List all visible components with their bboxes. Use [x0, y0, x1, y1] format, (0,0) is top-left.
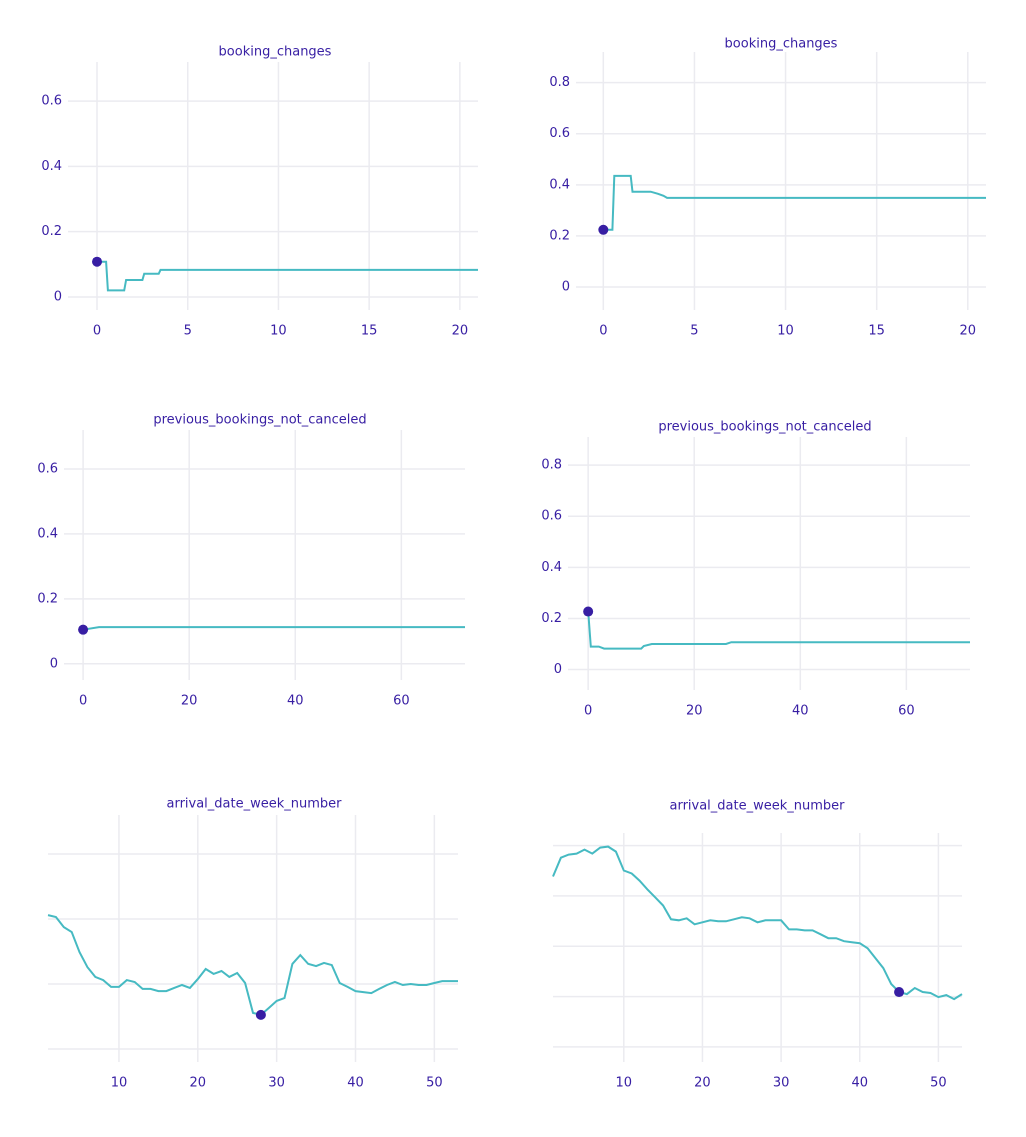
x-tick-label: 0 [93, 324, 101, 339]
x-tick-label: 10 [777, 324, 794, 339]
x-tick-label: 10 [270, 324, 287, 339]
x-tick-label: 20 [190, 1076, 207, 1091]
observation-point [583, 606, 594, 617]
x-tick-label: 40 [792, 704, 809, 719]
x-tick-label: 15 [361, 324, 378, 339]
panel-title: arrival_date_week_number [669, 799, 845, 814]
y-tick-label: 0.4 [549, 177, 570, 192]
y-tick-label: 0.6 [549, 126, 570, 141]
y-tick-label: 0.4 [41, 159, 62, 174]
panel: booking_changes 0 5 10 15 20 0 0.2 0.4 0.6 0.8 [549, 37, 986, 339]
x-tick-label: 5 [184, 324, 192, 339]
x-tick-label: 10 [111, 1076, 128, 1091]
x-tick-label: 20 [694, 1076, 711, 1091]
x-tick-label: 20 [960, 324, 977, 339]
observation-point [255, 1009, 266, 1020]
y-tick-label: 0 [54, 289, 62, 304]
x-tick-label: 60 [393, 694, 410, 709]
x-tick-label: 60 [898, 704, 915, 719]
y-tick-label: 0.2 [541, 611, 562, 626]
y-tick-label: 0.4 [541, 560, 562, 575]
panel: arrival_date_week_number 10 20 30 40 50 [47, 797, 458, 1091]
x-tick-label: 0 [599, 324, 607, 339]
y-tick-label: 0 [562, 280, 570, 295]
x-tick-label: 40 [347, 1076, 364, 1091]
panel-title: arrival_date_week_number [166, 797, 342, 812]
profile-line [603, 174, 986, 231]
observation-point [78, 624, 89, 635]
y-tick-label: 0.6 [541, 509, 562, 524]
x-tick-label: 0 [79, 694, 87, 709]
profile-line [587, 611, 970, 650]
x-tick-label: 0 [584, 704, 592, 719]
x-tick-label: 10 [616, 1076, 633, 1091]
x-tick-label: 40 [287, 694, 304, 709]
panel-title: previous_bookings_not_canceled [658, 420, 871, 435]
panel-title: booking_changes [219, 45, 332, 60]
observation-point [92, 256, 103, 267]
x-tick-label: 30 [268, 1076, 285, 1091]
y-tick-label: 0 [554, 662, 562, 677]
y-tick-label: 0.8 [541, 458, 562, 473]
y-tick-label: 0.6 [41, 94, 62, 109]
x-tick-label: 20 [686, 704, 703, 719]
y-tick-label: 0.4 [37, 526, 58, 541]
x-tick-label: 5 [690, 324, 698, 339]
x-tick-label: 50 [426, 1076, 443, 1091]
y-tick-label: 0 [50, 656, 58, 671]
y-tick-label: 0.2 [41, 224, 62, 239]
panel: previous_bookings_not_canceled 0 20 40 60 0 0.… [37, 413, 465, 709]
y-tick-label: 0.2 [37, 591, 58, 606]
profile-line [82, 626, 465, 631]
x-tick-label: 30 [773, 1076, 790, 1091]
x-tick-label: 20 [452, 324, 469, 339]
profile-line [47, 914, 458, 1016]
y-tick-label: 0.8 [549, 75, 570, 90]
x-tick-label: 20 [181, 694, 198, 709]
x-tick-label: 40 [851, 1076, 868, 1091]
y-tick-label: 0.6 [37, 461, 58, 476]
panel-title: previous_bookings_not_canceled [153, 413, 366, 428]
profile-line [552, 845, 963, 1001]
panel: booking_changes 0 5 10 15 20 0 0.2 0.4 0.6 [41, 45, 478, 339]
panel: previous_bookings_not_canceled 0 20 40 60 0 0.… [541, 420, 970, 719]
y-tick-label: 0.2 [549, 228, 570, 243]
panel-title: booking_changes [725, 37, 838, 52]
x-tick-label: 50 [930, 1076, 947, 1091]
x-tick-label: 15 [868, 324, 885, 339]
observation-point [598, 224, 609, 235]
panel: arrival_date_week_number 10 20 30 40 50 [552, 799, 963, 1091]
profile-line [97, 260, 478, 292]
observation-point [894, 987, 905, 998]
